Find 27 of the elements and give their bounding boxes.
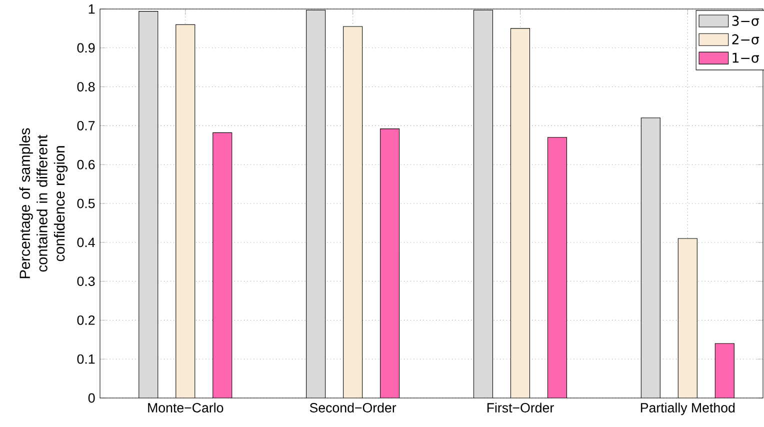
y-tick-label: 0.4 xyxy=(77,238,95,248)
bar xyxy=(212,132,232,398)
y-tick-label: 0.5 xyxy=(77,198,95,208)
y-tick-label: 0.6 xyxy=(77,160,95,170)
y-tick-label: 1 xyxy=(88,4,95,14)
x-tick-label: Second−Order xyxy=(310,402,396,412)
bar xyxy=(176,24,196,398)
bar xyxy=(343,26,363,398)
legend-label: 2−σ xyxy=(732,34,760,44)
y-axis-title: Percentage of samples contained in different confidence region xyxy=(19,128,68,278)
x-tick-label: Partially Method xyxy=(640,402,735,416)
x-tick-label: First−Order xyxy=(487,402,554,412)
y-tick-label: 0.1 xyxy=(77,354,95,364)
legend-label: 1−σ xyxy=(732,52,760,63)
y-tick-label: 0.2 xyxy=(77,315,95,325)
bar xyxy=(510,28,530,398)
bar xyxy=(380,128,400,398)
y-tick-label: 0.7 xyxy=(77,120,95,130)
y-tick-label: 0.8 xyxy=(77,82,95,92)
y-tick-label: 0.3 xyxy=(77,276,95,286)
y-tick-label: 0.9 xyxy=(77,43,95,53)
bar xyxy=(714,343,734,398)
legend-label: 3−σ xyxy=(732,16,760,26)
x-tick-label: Monte−Carlo xyxy=(148,402,224,412)
bar xyxy=(678,238,698,398)
y-tick-label: 0 xyxy=(88,393,95,403)
bar xyxy=(547,137,567,398)
